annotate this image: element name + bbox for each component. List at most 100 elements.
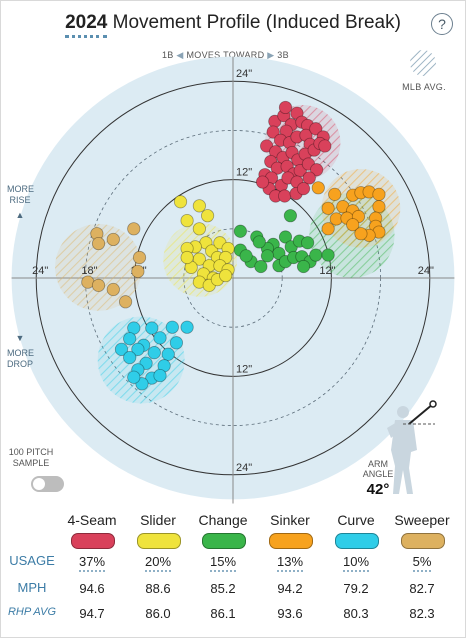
pitch-point-4-seam (318, 139, 332, 153)
pitch-point-4-seam (309, 122, 323, 136)
usage-text: 20% (144, 554, 172, 572)
mph-value: 94.6 (79, 581, 105, 596)
pitch-point-sweeper (91, 278, 106, 292)
mph-value: 85.2 (210, 581, 236, 596)
rhp-avg-value: 80.3 (343, 606, 369, 621)
pitch-point-curve (153, 368, 167, 383)
rhp-avg-value: 86.0 (145, 606, 171, 621)
pitch-point-4-seam (278, 189, 292, 203)
ring-label: 18" (81, 265, 97, 277)
pitch-point-curve (131, 342, 145, 356)
mlb-avg-sweeper (55, 223, 142, 311)
pitch-point-curve (145, 321, 159, 335)
pitch-point-sinker (328, 187, 342, 201)
ring-label: 24" (32, 265, 48, 277)
pitch-point-4-seam (260, 139, 274, 153)
pitch-point-curve (127, 370, 141, 384)
usage-row-label: USAGE (9, 553, 55, 568)
direction-left: 1B (162, 50, 174, 60)
direction-label: 1B ◀ MOVES TOWARD ▶ 3B (162, 50, 289, 61)
pitch-point-slider (180, 250, 194, 265)
more-drop-text: MORE DROP (7, 348, 34, 369)
usage-value: 37% (62, 554, 122, 572)
pitch-name: Sweeper (394, 512, 450, 528)
usage-value: 15% (193, 554, 253, 572)
usage-text: 13% (276, 554, 304, 572)
pitch-point-4-seam (296, 182, 311, 196)
rhp-avg-row-label: RHP AVG (7, 606, 57, 618)
mph-value: 94.2 (277, 581, 303, 596)
pitch-point-change (233, 224, 247, 238)
pitch-point-change (254, 259, 268, 274)
pitch-point-curve (153, 331, 167, 345)
more-rise-label: MORE RISE ▲ (2, 184, 38, 221)
pitch-color-swatch[interactable] (202, 533, 246, 549)
ring-label: 12" (236, 167, 252, 179)
mlb-avg-legend-label: MLB AVG. (402, 82, 446, 92)
usage-text: 37% (78, 554, 106, 572)
triangle-down-icon: ▼ (15, 333, 25, 343)
direction-middle: MOVES TOWARD (186, 50, 265, 60)
pitch-point-curve (180, 320, 194, 334)
pitch-color-swatch[interactable] (137, 533, 181, 549)
pitch-point-change (278, 230, 293, 244)
mph-value: 88.6 (145, 581, 171, 596)
pitch-point-slider (192, 199, 206, 213)
pitch-point-curve (169, 336, 184, 350)
pitch-point-change (296, 259, 311, 274)
pitch-sample-label: 100 PITCH SAMPLE (8, 447, 54, 468)
usage-value: 13% (260, 554, 320, 572)
pitch-point-change (321, 248, 335, 262)
pitch-point-sweeper (127, 222, 141, 236)
pitch-point-sinker (321, 222, 335, 236)
pitch-point-4-seam (279, 124, 293, 138)
pitch-color-swatch[interactable] (401, 533, 445, 549)
pitch-point-sinker (346, 218, 360, 232)
pitch-name: Sinker (270, 512, 310, 528)
year-selector[interactable]: 2024 (65, 12, 108, 38)
pitch-color-swatch[interactable] (269, 533, 313, 549)
pitch-point-change (260, 249, 275, 263)
pitch-point-sinker (354, 227, 368, 241)
pitch-point-sweeper (131, 264, 145, 279)
rhp-avg-value: 94.7 (79, 606, 105, 621)
question-icon[interactable]: ? (431, 13, 453, 35)
toggle-knob[interactable] (33, 478, 45, 490)
mph-value: 79.2 (343, 581, 369, 596)
triangle-right-icon: ▶ (267, 50, 275, 60)
pitch-point-slider (219, 268, 233, 283)
pitch-point-change (301, 236, 315, 250)
pitch-point-4-seam (266, 125, 280, 139)
pitch-point-sinker (321, 201, 335, 215)
pitch-point-sinker (311, 181, 325, 195)
pitch-name: Curve (337, 512, 375, 528)
usage-value: 20% (128, 554, 188, 572)
pitch-point-4-seam (302, 171, 316, 185)
pitch-point-slider (180, 214, 194, 228)
mph-value: 82.7 (409, 581, 435, 596)
pitch-point-sinker (372, 200, 386, 214)
page-title: 2024 Movement Profile (Induced Break) (0, 12, 466, 38)
pitch-color-swatch[interactable] (71, 533, 115, 549)
mph-row-label: MPH (17, 580, 47, 595)
direction-right: 3B (277, 50, 289, 60)
pitch-point-change (309, 248, 323, 262)
movement-plot: 24"12"12"24"24"18"12"12"24" (11, 56, 455, 504)
pitch-point-change (239, 249, 253, 263)
pitch-point-slider (173, 195, 188, 209)
pitch-point-sweeper (118, 295, 133, 309)
pitch-point-curve (114, 342, 129, 356)
pitch-sample-toggle[interactable] (31, 476, 64, 492)
pitch-point-slider (192, 252, 206, 266)
pitch-point-sinker (372, 187, 386, 201)
pitch-name: 4-Seam (67, 512, 117, 528)
triangle-up-icon: ▲ (15, 210, 25, 220)
usage-text: 5% (412, 554, 432, 572)
pitch-point-curve (123, 350, 137, 365)
pitch-color-swatch[interactable] (335, 533, 379, 549)
ring-label: 24" (236, 68, 252, 80)
usage-text: 10% (342, 554, 370, 572)
rhp-avg-value: 82.3 (409, 606, 435, 621)
pitch-point-curve (147, 346, 161, 360)
rhp-avg-value: 86.1 (210, 606, 236, 621)
